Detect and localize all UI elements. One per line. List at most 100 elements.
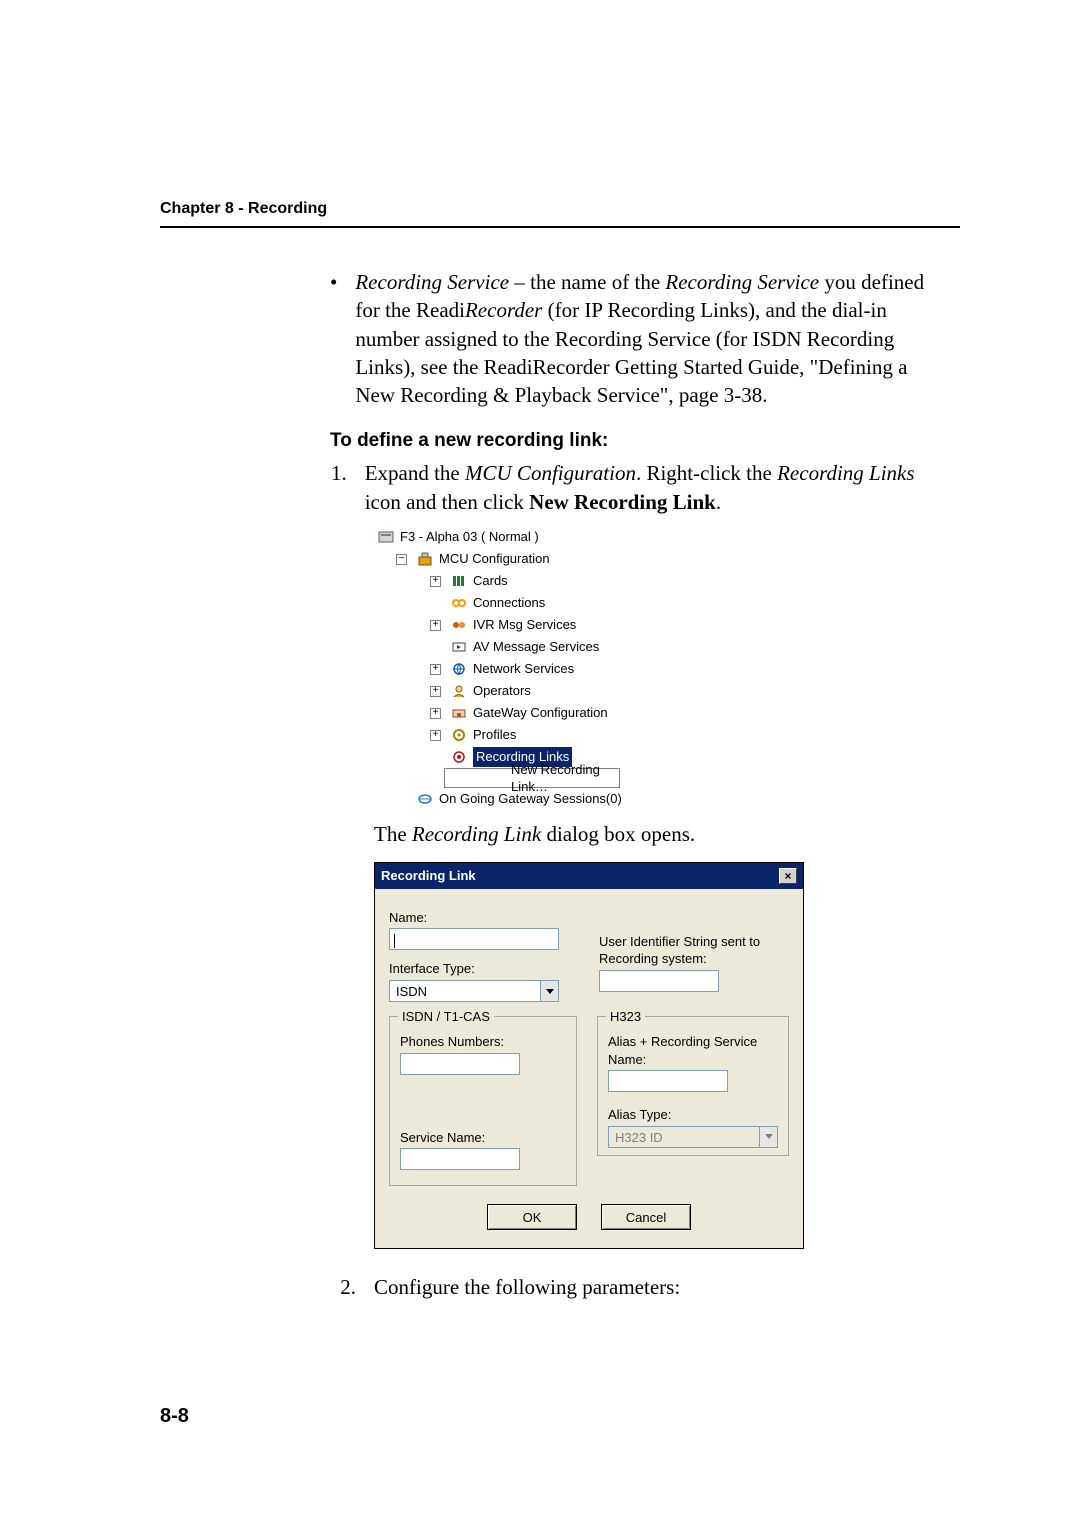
interface-type-dropdown[interactable]: ISDN	[389, 980, 559, 1002]
tree-item-av[interactable]: AV Message Services	[374, 636, 634, 658]
dialog-caption: The Recording Link dialog box opens.	[374, 820, 950, 848]
tree-root[interactable]: F3 - Alpha 03 ( Normal )	[374, 526, 634, 548]
alias-type-value: H323 ID	[609, 1127, 759, 1147]
group-h323-legend: H323	[606, 1008, 645, 1026]
bullet-item: • Recording Service – the name of the Re…	[330, 268, 950, 410]
ok-button[interactable]: OK	[487, 1204, 577, 1230]
operators-icon	[451, 683, 467, 699]
tree-item-label: AV Message Services	[473, 638, 599, 656]
label-phones: Phones Numbers:	[400, 1033, 566, 1051]
ivr-icon	[451, 617, 467, 633]
name-field[interactable]	[389, 928, 559, 950]
tree-item-sessions[interactable]: On Going Gateway Sessions(0)	[374, 788, 634, 810]
tree-item-label: GateWay Configuration	[473, 704, 608, 722]
label-alias-type: Alias Type:	[608, 1106, 778, 1124]
expand-spacer	[396, 794, 407, 805]
dialog-buttons: OK Cancel	[389, 1204, 789, 1230]
tree-item-label: IVR Msg Services	[473, 616, 576, 634]
tree-item-ivr[interactable]: + IVR Msg Services	[374, 614, 634, 636]
tree-item-cards[interactable]: + Cards	[374, 570, 634, 592]
label-alias-service: Alias + Recording Service Name:	[608, 1033, 778, 1068]
expand-icon[interactable]: +	[430, 686, 441, 697]
recording-link-dialog: Recording Link × Name: Interface Type: I…	[374, 862, 804, 1249]
group-isdn-legend: ISDN / T1-CAS	[398, 1008, 494, 1026]
term-mcu-configuration: MCU Configuration	[465, 461, 636, 485]
expand-spacer	[430, 642, 441, 653]
chevron-down-icon	[759, 1127, 777, 1147]
tree-item-label: Cards	[473, 572, 508, 590]
server-icon	[378, 529, 394, 545]
cards-icon	[451, 573, 467, 589]
dialog-body: Name: Interface Type: ISDN User Identifi…	[375, 889, 803, 1248]
av-icon	[451, 639, 467, 655]
group-isdn: ISDN / T1-CAS Phones Numbers: Service Na…	[389, 1016, 577, 1186]
tree-item-label: Network Services	[473, 660, 574, 678]
term-new-recording-link: New Recording Link	[529, 490, 716, 514]
tree-item-operators[interactable]: + Operators	[374, 680, 634, 702]
chapter-header: Chapter 8 - Recording	[160, 200, 960, 218]
term-recorder: Recorder	[465, 298, 542, 322]
expand-spacer	[430, 752, 441, 763]
term-recording-links: Recording Links	[777, 461, 914, 485]
label-interface-type: Interface Type:	[389, 960, 579, 978]
recording-links-icon	[451, 749, 467, 765]
dialog-titlebar[interactable]: Recording Link ×	[375, 863, 803, 889]
term-recording-service: Recording Service	[355, 270, 509, 294]
alias-service-field[interactable]	[608, 1070, 728, 1092]
step-1-number: 1.	[330, 459, 347, 516]
alias-type-dropdown: H323 ID	[608, 1126, 778, 1148]
body-content: • Recording Service – the name of the Re…	[330, 268, 950, 1301]
tree-item-label: Operators	[473, 682, 531, 700]
collapse-icon[interactable]: −	[396, 554, 407, 565]
tree-item-connections[interactable]: Connections	[374, 592, 634, 614]
group-h323: H323 Alias + Recording Service Name: Ali…	[597, 1016, 789, 1156]
tree-item-profiles[interactable]: + Profiles	[374, 724, 634, 746]
expand-icon[interactable]: +	[430, 708, 441, 719]
expand-spacer	[430, 598, 441, 609]
expand-icon[interactable]: +	[430, 730, 441, 741]
expand-icon[interactable]: +	[430, 576, 441, 587]
step-2: 2. Configure the following parameters:	[330, 1273, 950, 1301]
tree-root-label: F3 - Alpha 03 ( Normal )	[400, 528, 539, 546]
dialog-title: Recording Link	[381, 867, 476, 885]
tree-mcu[interactable]: − MCU Configuration	[374, 548, 634, 570]
connections-icon	[451, 595, 467, 611]
step-1-text: Expand the MCU Configuration. Right-clic…	[365, 459, 950, 516]
step-2-number: 2.	[330, 1273, 356, 1301]
step-2-text: Configure the following parameters:	[374, 1273, 680, 1301]
phones-field[interactable]	[400, 1053, 520, 1075]
expand-icon[interactable]: +	[430, 664, 441, 675]
bullet-marker: •	[330, 268, 337, 410]
step-1: 1. Expand the MCU Configuration. Right-c…	[330, 459, 950, 516]
tree-item-label: On Going Gateway Sessions(0)	[439, 790, 622, 808]
procedure-heading: To define a new recording link:	[330, 428, 950, 454]
mcu-icon	[417, 551, 433, 567]
user-id-field[interactable]	[599, 970, 719, 992]
tree-item-label: Profiles	[473, 726, 516, 744]
page-number: 8-8	[160, 1405, 189, 1428]
header-rule	[160, 226, 960, 228]
tree-item-label: Connections	[473, 594, 545, 612]
gateway-icon	[451, 705, 467, 721]
tree-item-network[interactable]: + Network Services	[374, 658, 634, 680]
term-recording-service-2: Recording Service	[665, 270, 819, 294]
context-menu-item[interactable]: New Recording Link…	[444, 768, 620, 788]
cancel-button[interactable]: Cancel	[601, 1204, 691, 1230]
tree-figure: F3 - Alpha 03 ( Normal ) − MCU Configura…	[374, 526, 950, 810]
tree-item-gateway[interactable]: + GateWay Configuration	[374, 702, 634, 724]
label-service-name: Service Name:	[400, 1129, 566, 1147]
network-icon	[451, 661, 467, 677]
label-user-id: User Identifier String sent to Recording…	[599, 933, 789, 968]
interface-type-value: ISDN	[390, 981, 540, 1001]
config-tree: F3 - Alpha 03 ( Normal ) − MCU Configura…	[374, 526, 634, 810]
service-name-field[interactable]	[400, 1148, 520, 1170]
chevron-down-icon[interactable]	[540, 981, 558, 1001]
tree-mcu-label: MCU Configuration	[439, 550, 550, 568]
sessions-icon	[417, 791, 433, 807]
term-recording-link: Recording Link	[412, 822, 541, 846]
close-icon[interactable]: ×	[779, 868, 797, 884]
bullet-text: Recording Service – the name of the Reco…	[355, 268, 950, 410]
label-name: Name:	[389, 909, 579, 927]
expand-icon[interactable]: +	[430, 620, 441, 631]
profiles-icon	[451, 727, 467, 743]
